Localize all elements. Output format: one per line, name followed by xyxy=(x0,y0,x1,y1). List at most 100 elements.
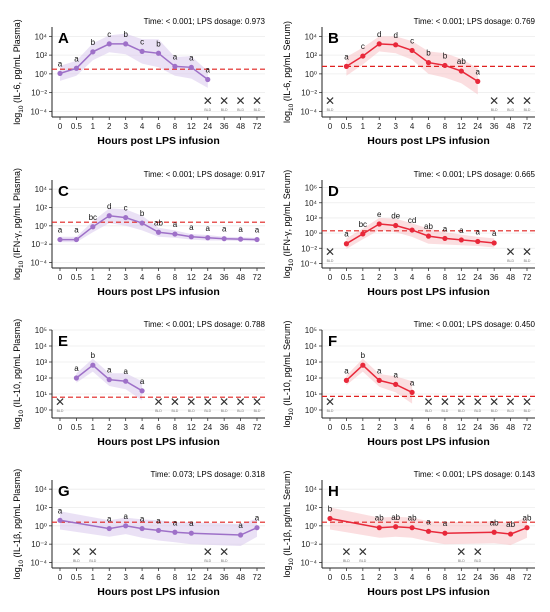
series-line xyxy=(346,223,495,245)
data-point xyxy=(155,229,162,235)
data-point xyxy=(172,231,178,237)
significance-letter: b xyxy=(123,30,128,39)
y-tick-label: 10⁻⁴ xyxy=(30,107,47,116)
significance-letter: a xyxy=(393,370,398,379)
below-detection-label: BLD xyxy=(507,259,514,263)
y-tick-label: 10⁴ xyxy=(35,485,48,494)
data-point xyxy=(237,236,244,242)
data-point xyxy=(409,525,415,531)
significance-letter: b xyxy=(361,351,366,360)
significance-letter: a xyxy=(74,364,79,373)
significance-letter: ab xyxy=(154,218,163,227)
significance-letter: a xyxy=(410,378,415,387)
below-detection-label: BLD xyxy=(327,108,334,112)
data-point xyxy=(172,63,178,69)
data-point xyxy=(139,48,145,54)
x-tick-label: 12 xyxy=(187,573,196,582)
stats-text: Time: < 0.001; LPS dosage: 0.143 xyxy=(414,470,536,479)
x-tick-label: 1 xyxy=(91,423,96,432)
data-point xyxy=(442,62,448,69)
significance-letter: a xyxy=(173,518,178,527)
y-axis-title-post: (IL-1β, pg/mL Serum) xyxy=(282,470,292,558)
significance-letter: a xyxy=(476,227,481,236)
y-axis-title: log10 (IL-6, pg/mL Serum) xyxy=(282,21,295,123)
data-point xyxy=(90,49,96,55)
below-detection-marker: ✕ xyxy=(423,395,433,409)
x-tick-label: 0.5 xyxy=(71,423,83,432)
y-axis-title-pre: log xyxy=(12,417,22,429)
significance-letter: a xyxy=(140,377,145,386)
below-detection-marker: ✕ xyxy=(506,395,516,409)
data-point xyxy=(409,227,415,233)
x-tick-label: 36 xyxy=(490,122,499,131)
significance-letter: a xyxy=(443,224,448,233)
stats-text: Time: 0.073; LPS dosage: 0.318 xyxy=(151,470,266,479)
data-point xyxy=(343,63,350,69)
data-point xyxy=(123,378,129,384)
stats-text: Time: < 0.001; LPS dosage: 0.665 xyxy=(414,170,536,179)
significance-letter: b xyxy=(426,49,431,58)
x-tick-label: 6 xyxy=(156,573,161,582)
below-detection-marker: ✕ xyxy=(325,395,335,409)
below-detection-label: BLD xyxy=(442,409,449,413)
y-axis-title-post: (IL-6, pg/mL Plasma) xyxy=(12,19,22,105)
x-tick-label: 8 xyxy=(443,573,448,582)
x-axis-title: Hours post LPS infusion xyxy=(97,135,220,147)
y-tick-label: 10⁵ xyxy=(35,326,47,335)
x-tick-label: 8 xyxy=(173,573,178,582)
significance-letter: a xyxy=(58,59,63,68)
data-point xyxy=(188,530,194,536)
data-point xyxy=(155,50,162,56)
y-axis-title-post: (IL-1β, pg/mL Plasma) xyxy=(12,469,22,560)
panel-label: A xyxy=(58,30,69,47)
below-detection-marker: ✕ xyxy=(219,94,229,108)
y-tick-label: 10⁴ xyxy=(35,185,48,194)
y-axis-title: log10 (IL-6, pg/mL Plasma) xyxy=(12,19,25,124)
significance-letter: a xyxy=(107,366,112,375)
significance-letter: d xyxy=(107,202,111,211)
x-tick-label: 4 xyxy=(140,423,145,432)
significance-letter: c xyxy=(140,37,144,46)
x-tick-label: 36 xyxy=(220,573,229,582)
significance-letter: ab xyxy=(424,222,433,231)
data-point xyxy=(254,236,260,243)
below-detection-label: BLD xyxy=(188,409,195,413)
data-point xyxy=(524,525,530,531)
significance-letter: b xyxy=(156,39,161,48)
y-tick-label: 10⁰ xyxy=(305,70,317,79)
x-tick-label: 6 xyxy=(156,423,161,432)
x-tick-label: 1 xyxy=(91,122,96,131)
data-point xyxy=(458,237,464,243)
x-tick-label: 3 xyxy=(123,573,128,582)
y-tick-label: 10² xyxy=(35,374,47,383)
x-tick-label: 3 xyxy=(393,423,398,432)
y-axis-title-post: (IL-10, pg/mL Plasma) xyxy=(12,319,22,410)
x-tick-label: 1 xyxy=(91,573,96,582)
significance-letter: ab xyxy=(408,514,417,523)
below-detection-marker: ✕ xyxy=(456,545,466,559)
y-axis-title-post: (IFN-γ, pg/mL Plasma) xyxy=(12,168,22,261)
x-tick-label: 0.5 xyxy=(341,273,353,282)
data-point xyxy=(106,41,112,47)
y-axis-title-pre: log xyxy=(282,266,292,278)
x-tick-label: 2 xyxy=(107,122,112,131)
below-detection-marker: ✕ xyxy=(252,395,262,409)
y-tick-label: 10⁴ xyxy=(305,342,318,351)
confidence-band xyxy=(330,507,527,546)
data-point xyxy=(123,41,129,47)
below-detection-label: BLD xyxy=(327,259,334,263)
below-detection-label: BLD xyxy=(73,559,80,563)
data-point xyxy=(343,377,350,383)
y-tick-label: 10³ xyxy=(35,358,47,367)
x-tick-label: 3 xyxy=(123,423,128,432)
below-detection-label: BLD xyxy=(204,108,211,112)
y-tick-label: 10⁻² xyxy=(301,244,317,253)
below-detection-marker: ✕ xyxy=(153,395,163,409)
y-axis-title-pre: log xyxy=(282,111,292,123)
below-detection-marker: ✕ xyxy=(506,94,516,108)
significance-letter: a xyxy=(255,226,260,235)
significance-letter: a xyxy=(377,366,382,375)
x-tick-label: 6 xyxy=(426,273,431,282)
x-tick-label: 2 xyxy=(377,273,382,282)
